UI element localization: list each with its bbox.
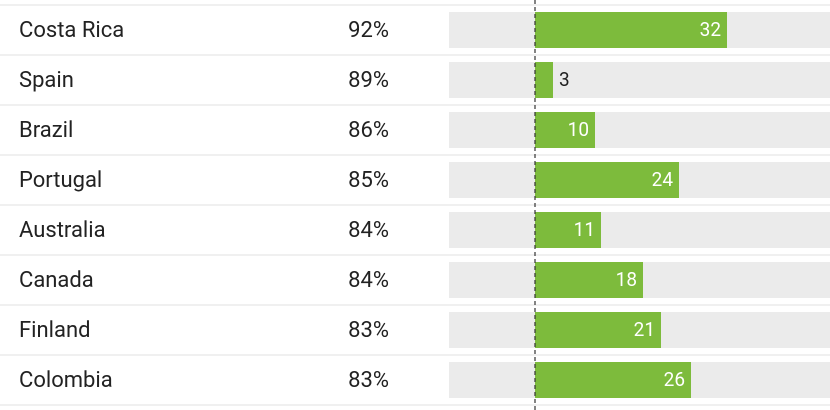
bar-label: 26 (664, 368, 685, 391)
bar-track (449, 112, 830, 148)
bar-track (449, 62, 830, 98)
country: Brazil (19, 118, 73, 143)
share: 84% (348, 268, 389, 293)
country: Colombia (19, 368, 113, 393)
share: 84% (348, 218, 389, 243)
bar (535, 362, 691, 398)
country: Australia (19, 218, 106, 243)
bar (535, 162, 679, 198)
bar-label: 24 (652, 168, 674, 191)
bar-label: 21 (634, 318, 655, 341)
share: 86% (348, 118, 389, 143)
share: 92% (348, 18, 389, 43)
bar-label: 11 (574, 218, 595, 241)
bar-track (449, 212, 830, 248)
share: 89% (348, 68, 389, 93)
country: Costa Rica (19, 18, 124, 43)
country: Canada (19, 268, 94, 293)
bar (535, 62, 553, 98)
bar (535, 12, 727, 48)
bar (535, 212, 601, 248)
country: Finland (19, 318, 91, 343)
country: Portugal (19, 168, 102, 193)
share: 83% (348, 368, 389, 393)
bar-label: 10 (568, 118, 589, 141)
share: 85% (348, 168, 389, 193)
share: 83% (348, 318, 389, 343)
bar-label: 3 (559, 68, 570, 91)
bar-label: 32 (700, 18, 721, 41)
bar (535, 312, 661, 348)
bar (535, 112, 595, 148)
bar (535, 262, 643, 298)
country: Spain (19, 68, 74, 93)
bar-label: 18 (616, 268, 637, 291)
